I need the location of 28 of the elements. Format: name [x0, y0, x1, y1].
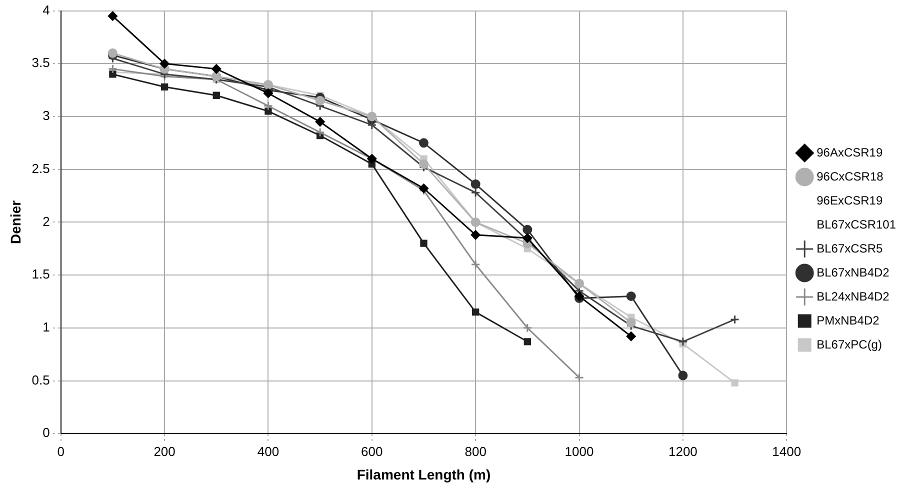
- y-tick-label: 3: [42, 108, 50, 124]
- y-tick-label: 1: [42, 319, 50, 334]
- legend-label: BL67xPC(g): [816, 337, 882, 352]
- x-tick-label: 800: [464, 444, 486, 459]
- y-tick-label: 4: [42, 2, 50, 18]
- y-tick-label: 0: [42, 425, 50, 440]
- legend-label: BL67xNB4D2: [816, 265, 890, 280]
- legend-label: BL67xCSR5: [816, 241, 883, 256]
- x-tick-label: 0: [57, 444, 64, 459]
- y-tick-label: 2.5: [32, 160, 50, 176]
- x-tick-label: 400: [257, 444, 280, 459]
- x-tick-label: 600: [361, 444, 383, 459]
- legend-label: 96AxCSR19: [816, 145, 883, 160]
- legend-label: BL24xNB4D2: [816, 289, 890, 304]
- y-tick-label: 0.5: [32, 372, 50, 388]
- text: 96ExCSR19: [816, 193, 883, 208]
- y-tick-label: 2: [42, 214, 50, 229]
- legend-label: 96CxCSR18: [816, 169, 884, 184]
- y-tick-label: 3.5: [32, 55, 50, 70]
- x-axis-title: Filament Length (m): [356, 466, 491, 482]
- text: BL67xCSR101: [816, 217, 896, 232]
- x-tick-label: 1400: [772, 444, 802, 459]
- y-tick-label: 1.5: [32, 266, 50, 282]
- x-tick-label: 1000: [564, 444, 594, 459]
- x-tick-label: 1200: [668, 444, 698, 459]
- y-axis-title: Denier: [7, 200, 24, 244]
- legend-label: PMxNB4D2: [816, 313, 880, 328]
- x-tick-label: 200: [154, 444, 176, 459]
